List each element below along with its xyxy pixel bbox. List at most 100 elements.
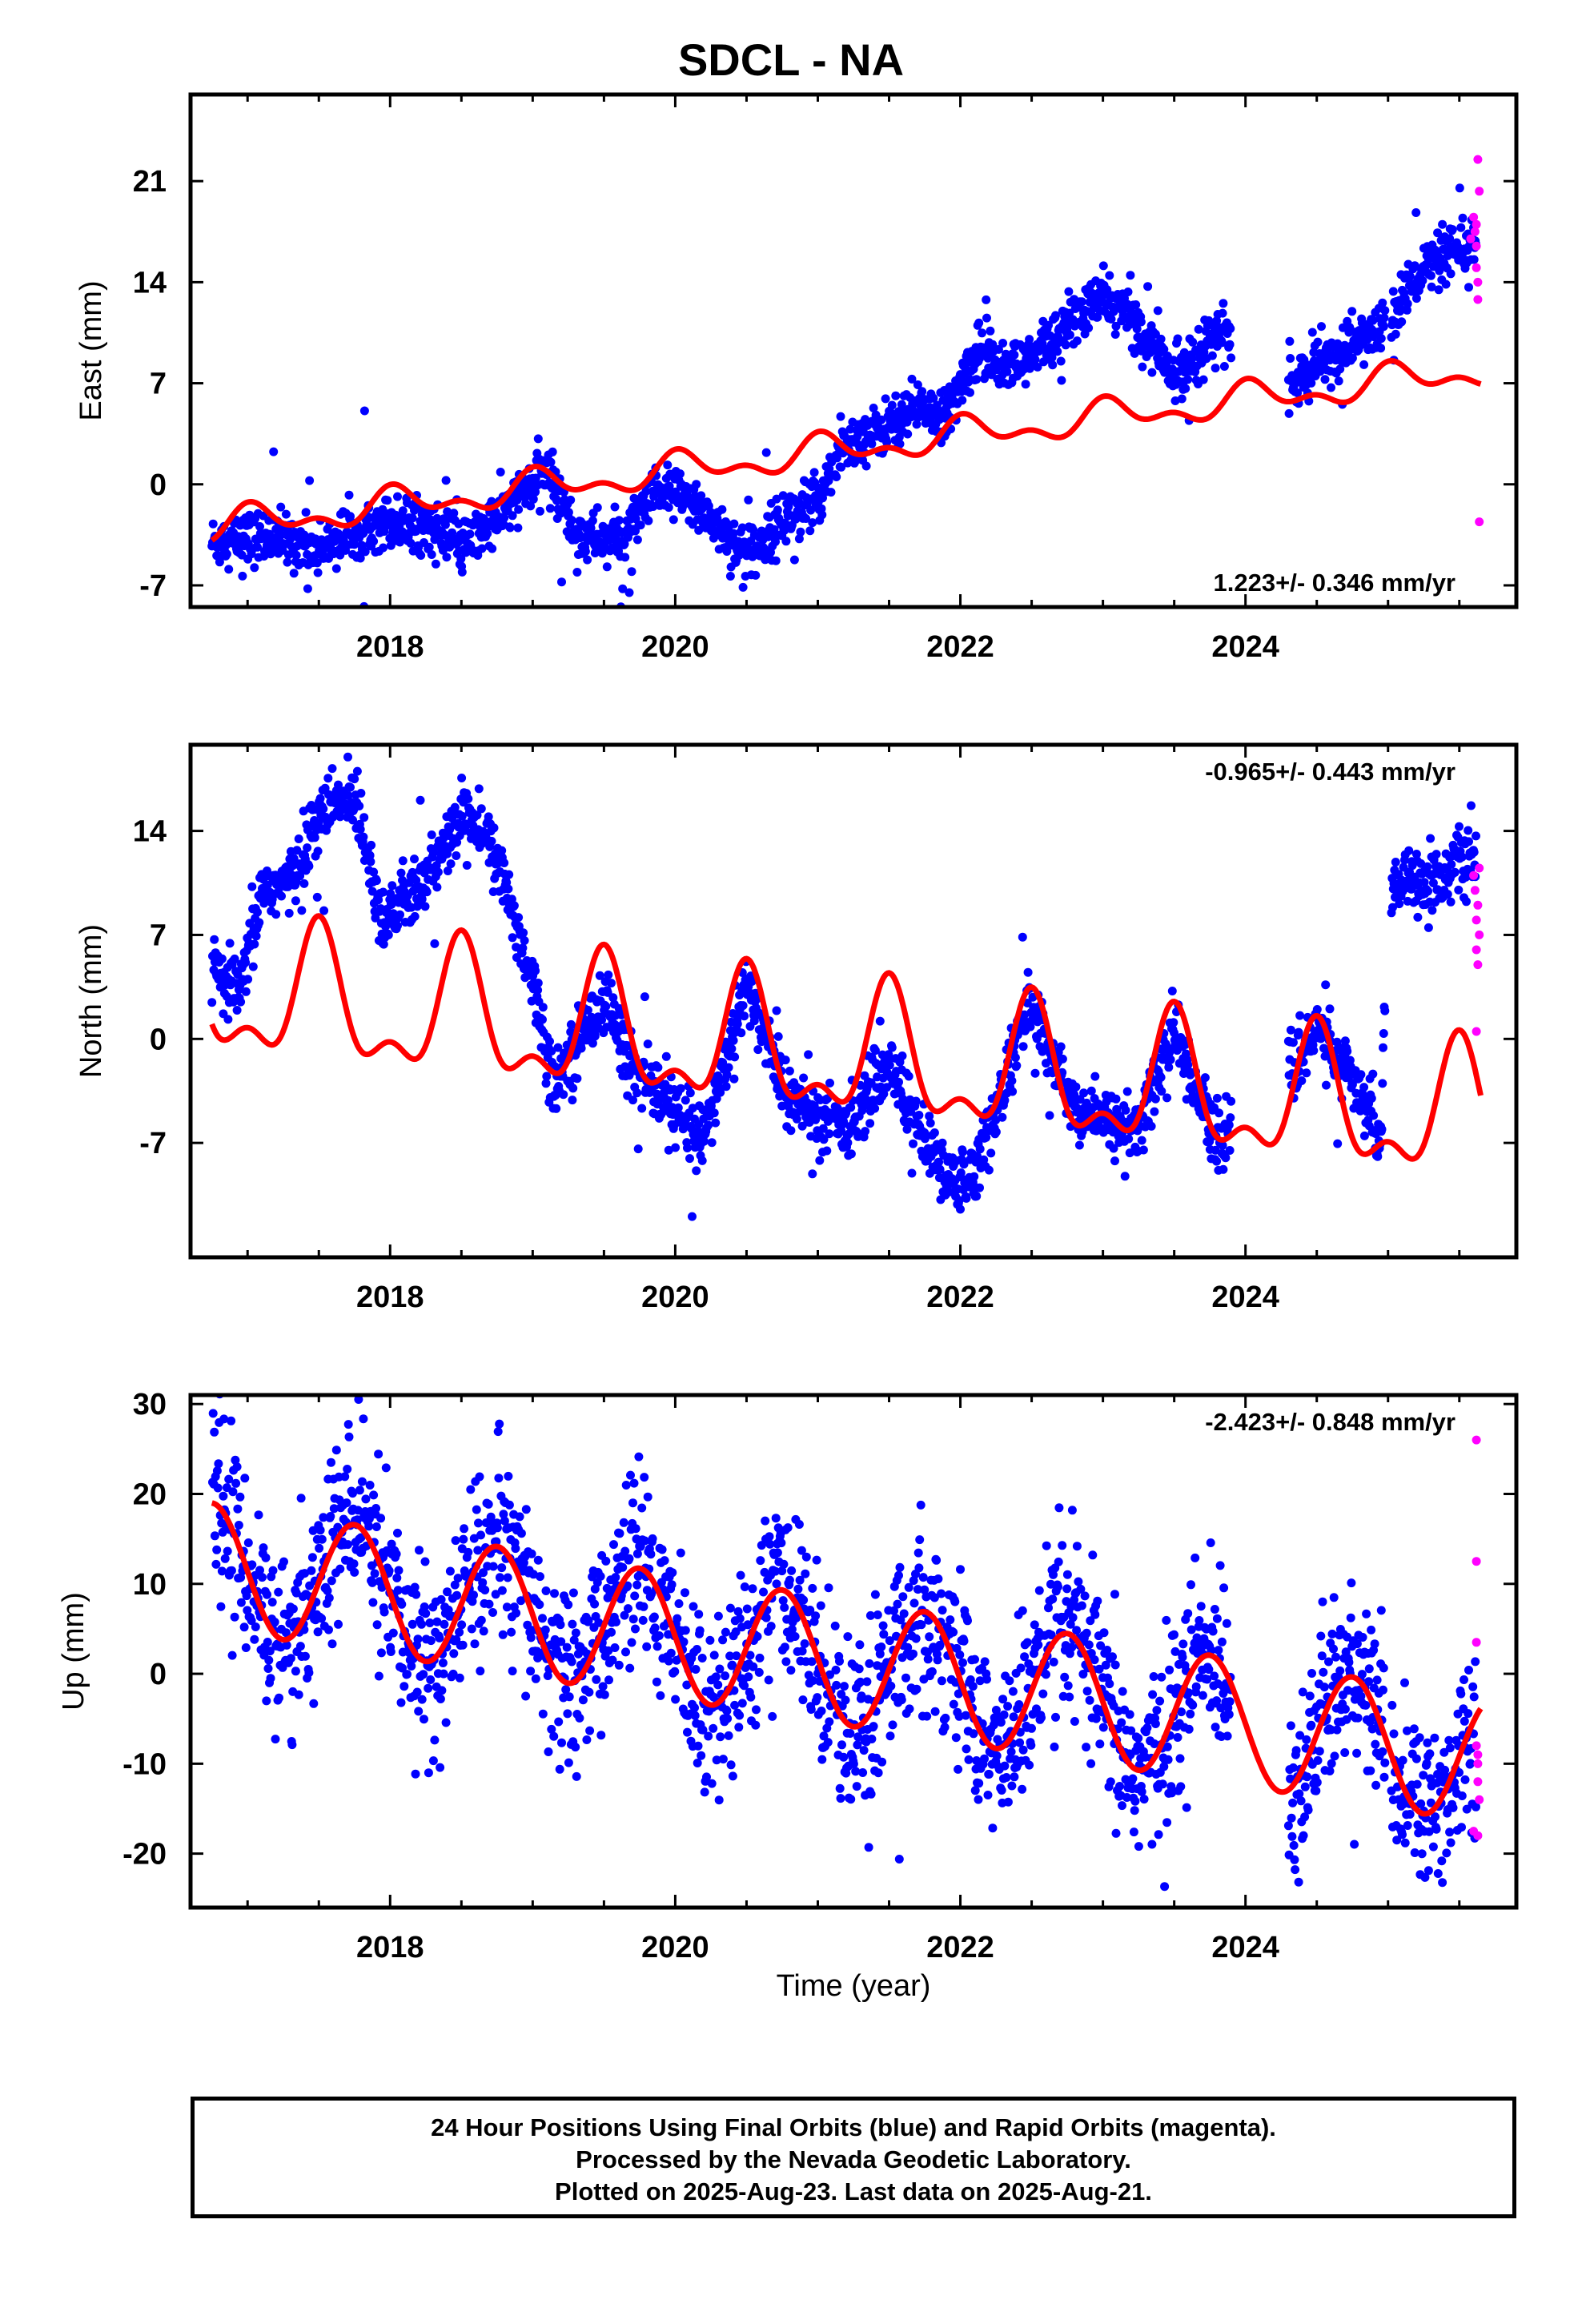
data-point — [207, 1355, 216, 1364]
data-point — [236, 1573, 246, 1582]
data-point — [620, 553, 630, 562]
data-point — [374, 1449, 383, 1459]
data-point — [513, 523, 523, 533]
data-point — [255, 522, 264, 531]
data-point — [693, 1645, 701, 1654]
data-point — [962, 1193, 971, 1203]
data-point — [406, 538, 416, 548]
data-point — [1379, 1029, 1388, 1038]
data-point — [266, 1674, 275, 1683]
data-point — [1433, 228, 1443, 238]
data-point — [475, 1472, 484, 1482]
data-point — [436, 1594, 446, 1604]
data-point — [1010, 1053, 1020, 1063]
data-point — [1450, 867, 1460, 877]
data-point — [426, 1636, 436, 1646]
data-point — [470, 1639, 480, 1649]
data-point — [291, 896, 300, 906]
data-point — [1295, 1011, 1305, 1020]
data-point — [1138, 1145, 1148, 1155]
data-point — [396, 868, 406, 878]
data-point — [420, 1602, 429, 1611]
rapid-orbits-points — [1469, 863, 1484, 1036]
data-point — [541, 1586, 551, 1595]
data-point — [301, 508, 311, 517]
data-point — [456, 554, 466, 564]
data-point — [1033, 362, 1042, 372]
data-point — [343, 1540, 352, 1550]
data-point — [725, 572, 735, 581]
data-point — [877, 415, 886, 424]
data-point — [564, 508, 573, 517]
data-point — [231, 1478, 241, 1488]
data-point — [476, 804, 486, 814]
data-point — [241, 1643, 251, 1652]
data-point — [920, 1134, 930, 1144]
y-tick-label: 14 — [133, 266, 167, 300]
rapid-point — [1473, 960, 1483, 970]
data-point — [441, 1718, 451, 1727]
data-point — [344, 490, 354, 500]
data-point — [276, 502, 286, 512]
data-point — [352, 766, 362, 776]
data-point — [312, 892, 322, 902]
data-point — [435, 1633, 444, 1642]
data-point — [612, 1617, 620, 1626]
data-point — [1212, 1156, 1222, 1166]
data-point — [998, 339, 1008, 348]
data-point — [518, 943, 528, 953]
data-point — [250, 939, 259, 949]
data-point — [420, 902, 430, 911]
data-point — [451, 1536, 460, 1546]
data-point — [505, 523, 515, 533]
data-point — [531, 1674, 540, 1683]
data-point — [572, 1771, 581, 1781]
data-point — [815, 1156, 825, 1165]
data-point — [1125, 1148, 1134, 1158]
data-point — [994, 344, 1003, 354]
data-point — [319, 1513, 328, 1522]
data-point — [323, 1586, 332, 1595]
data-point — [1169, 1018, 1178, 1027]
data-point — [369, 537, 379, 546]
data-point — [825, 1129, 834, 1139]
data-point — [446, 859, 456, 869]
data-point — [781, 1055, 790, 1065]
data-point — [602, 562, 612, 572]
data-point — [1018, 932, 1027, 942]
data-point — [291, 1588, 301, 1598]
data-point — [512, 1608, 521, 1618]
data-point — [377, 1582, 387, 1592]
data-point — [424, 542, 434, 552]
data-point — [1445, 234, 1455, 243]
data-point — [1138, 362, 1147, 372]
rate-label: 1.223+/- 0.346 mm/yr — [1214, 569, 1456, 597]
data-point — [729, 1035, 738, 1045]
data-point — [564, 1758, 573, 1767]
data-point — [753, 1045, 763, 1055]
data-point — [640, 992, 649, 1002]
data-point — [891, 391, 901, 400]
data-point — [1048, 360, 1058, 370]
data-point — [853, 432, 862, 441]
data-point — [794, 534, 804, 544]
data-point — [639, 1602, 648, 1611]
data-point — [604, 1646, 613, 1655]
data-point — [295, 871, 305, 881]
data-point — [716, 1088, 725, 1097]
data-point — [241, 987, 251, 996]
data-point — [646, 1550, 656, 1559]
data-point — [289, 569, 299, 578]
data-point — [825, 1078, 834, 1088]
data-point — [564, 1692, 574, 1702]
data-point — [938, 1138, 947, 1148]
data-point — [644, 516, 653, 525]
data-point — [737, 523, 747, 533]
data-point — [420, 1715, 428, 1724]
data-point — [1472, 831, 1480, 841]
data-point — [704, 1731, 713, 1741]
data-point — [627, 567, 636, 577]
data-point — [1379, 322, 1388, 332]
data-point — [607, 979, 616, 988]
